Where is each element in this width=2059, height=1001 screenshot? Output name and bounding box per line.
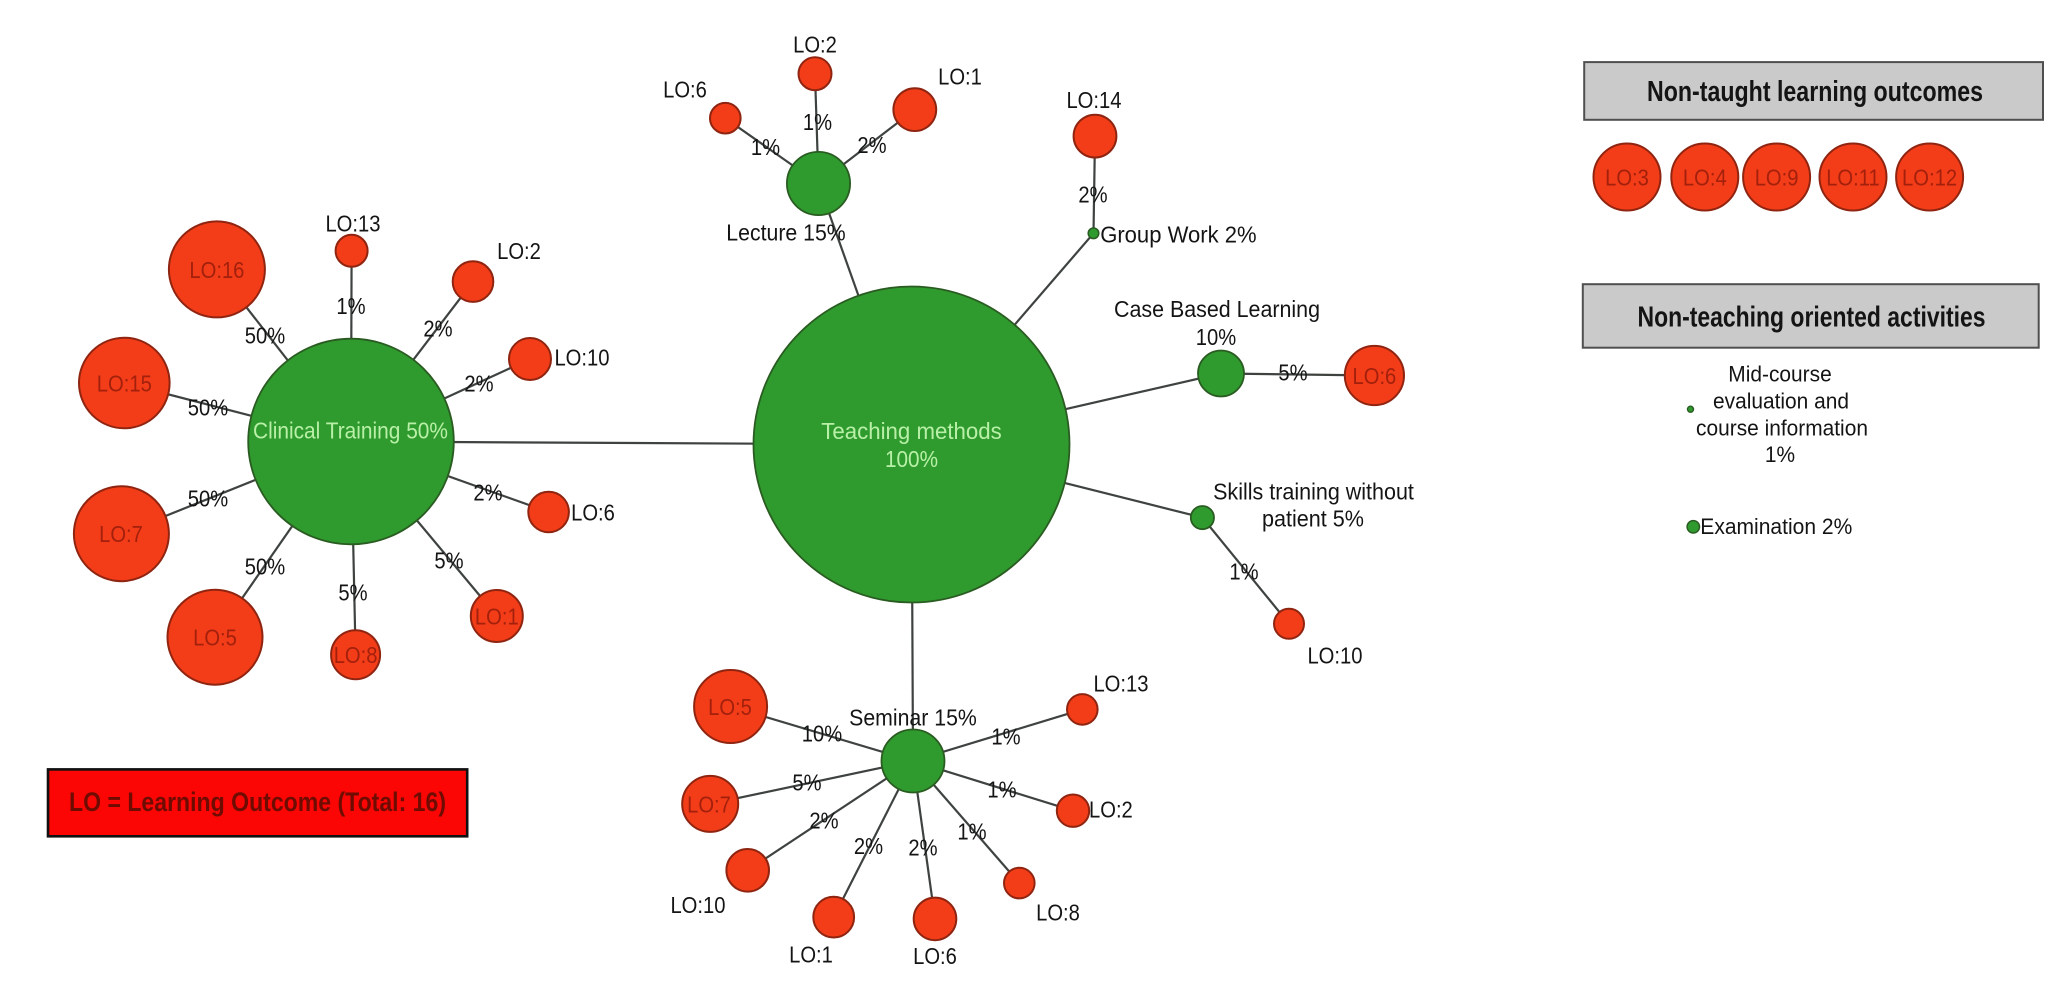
svg-text:1%: 1%	[803, 109, 832, 135]
svg-text:evaluation and: evaluation and	[1713, 389, 1849, 414]
svg-text:LO:8: LO:8	[1036, 900, 1080, 926]
svg-text:2%: 2%	[464, 371, 493, 397]
svg-text:LO:6: LO:6	[571, 500, 615, 526]
svg-text:2%: 2%	[1078, 182, 1107, 208]
svg-text:50%: 50%	[245, 323, 285, 349]
svg-text:LO:1: LO:1	[789, 942, 833, 968]
svg-text:10%: 10%	[1196, 324, 1236, 350]
svg-text:1%: 1%	[336, 293, 365, 319]
svg-text:LO:13: LO:13	[1093, 671, 1148, 697]
svg-text:LO:10: LO:10	[1307, 643, 1362, 669]
svg-text:Group Work 2%: Group Work 2%	[1100, 221, 1256, 247]
svg-text:LO:10: LO:10	[554, 345, 609, 371]
svg-text:1%: 1%	[751, 134, 780, 160]
svg-text:100%: 100%	[885, 446, 938, 472]
svg-text:2%: 2%	[857, 132, 886, 158]
svg-text:LO:7: LO:7	[687, 791, 731, 817]
svg-text:2%: 2%	[854, 833, 883, 859]
svg-text:LO:5: LO:5	[193, 625, 237, 651]
svg-text:Teaching methods: Teaching methods	[821, 418, 1002, 444]
svg-text:50%: 50%	[188, 486, 228, 512]
svg-text:LO:6: LO:6	[663, 77, 707, 103]
svg-text:2%: 2%	[908, 835, 937, 861]
svg-text:5%: 5%	[1278, 360, 1307, 386]
svg-text:1%: 1%	[957, 819, 986, 845]
svg-text:LO:10: LO:10	[670, 892, 725, 918]
svg-text:LO:1: LO:1	[938, 64, 982, 90]
svg-text:LO:6: LO:6	[913, 943, 957, 969]
svg-text:LO:13: LO:13	[325, 211, 380, 237]
svg-text:2%: 2%	[809, 808, 838, 834]
svg-text:LO:6: LO:6	[1353, 363, 1397, 389]
svg-text:Non-teaching oriented activiti: Non-teaching oriented activities	[1638, 302, 1986, 334]
svg-text:LO:2: LO:2	[793, 32, 837, 58]
svg-text:course information: course information	[1696, 416, 1868, 441]
svg-text:LO:3: LO:3	[1605, 165, 1649, 191]
svg-text:Mid-course: Mid-course	[1728, 362, 1831, 387]
svg-text:LO:9: LO:9	[1755, 165, 1799, 191]
svg-text:10%: 10%	[802, 721, 842, 747]
svg-text:5%: 5%	[434, 548, 463, 574]
svg-text:LO:1: LO:1	[475, 604, 519, 630]
svg-text:5%: 5%	[338, 580, 367, 606]
svg-text:Clinical Training 50%: Clinical Training 50%	[253, 418, 448, 444]
svg-text:LO:5: LO:5	[708, 694, 752, 720]
svg-text:patient 5%: patient 5%	[1262, 506, 1364, 532]
svg-text:LO:16: LO:16	[189, 257, 244, 283]
svg-text:Non-taught learning outcomes: Non-taught learning outcomes	[1647, 76, 1983, 108]
svg-text:50%: 50%	[245, 554, 285, 580]
svg-text:2%: 2%	[423, 316, 452, 342]
svg-text:1%: 1%	[987, 777, 1016, 803]
svg-text:Examination 2%: Examination 2%	[1700, 514, 1852, 539]
svg-text:Case Based Learning: Case Based Learning	[1114, 296, 1320, 322]
svg-text:1%: 1%	[991, 724, 1020, 750]
svg-text:LO:4: LO:4	[1683, 165, 1727, 191]
svg-text:2%: 2%	[473, 480, 502, 506]
svg-text:Seminar 15%: Seminar 15%	[849, 705, 977, 731]
svg-text:LO:7: LO:7	[99, 521, 143, 547]
svg-text:LO:11: LO:11	[1826, 165, 1880, 191]
svg-text:5%: 5%	[792, 770, 821, 796]
svg-text:Lecture 15%: Lecture 15%	[726, 220, 845, 246]
svg-text:LO:8: LO:8	[334, 642, 378, 668]
svg-text:LO = Learning Outcome (Total:: LO = Learning Outcome (Total: 16)	[69, 787, 446, 817]
svg-text:LO:12: LO:12	[1902, 165, 1957, 191]
svg-text:50%: 50%	[188, 395, 228, 421]
svg-text:Skills training without: Skills training without	[1213, 479, 1414, 505]
svg-text:1%: 1%	[1229, 559, 1258, 585]
svg-text:LO:15: LO:15	[97, 371, 152, 397]
svg-text:LO:2: LO:2	[497, 238, 541, 264]
svg-text:1%: 1%	[1765, 442, 1795, 467]
svg-text:LO:2: LO:2	[1089, 797, 1133, 823]
svg-text:LO:14: LO:14	[1066, 87, 1121, 113]
